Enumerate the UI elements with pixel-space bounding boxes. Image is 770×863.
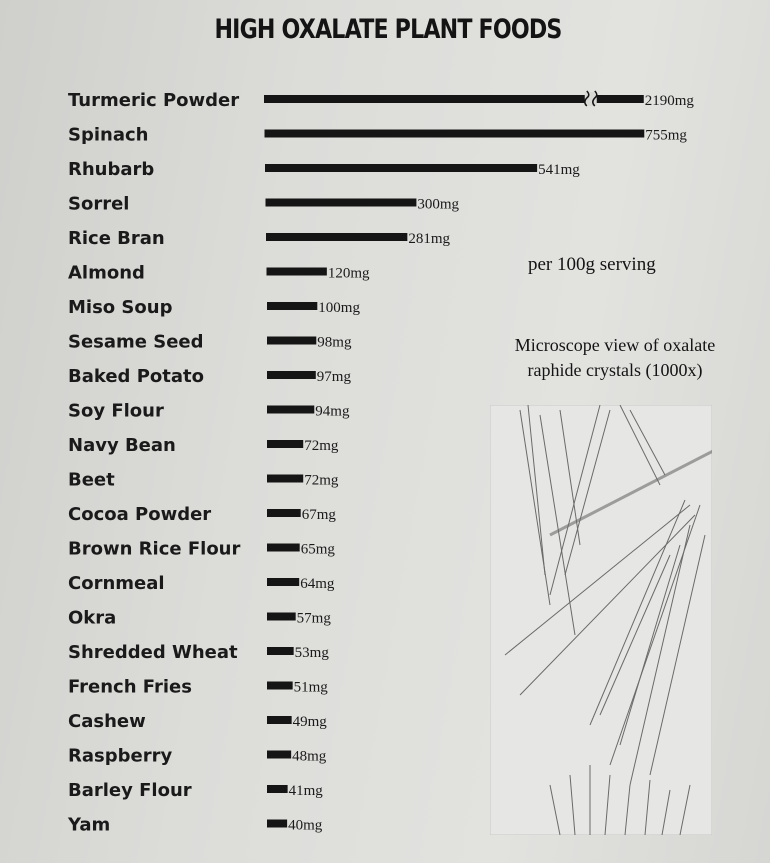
category-label: Turmeric Powder — [68, 90, 239, 111]
category-label: Shredded Wheat — [68, 642, 238, 663]
bar — [267, 509, 301, 517]
category-label: Miso Soup — [68, 297, 173, 318]
bar — [267, 474, 304, 483]
category-label: Okra — [68, 608, 116, 629]
value-label: 48mg — [292, 749, 327, 765]
category-label: Navy Bean — [68, 435, 176, 456]
bar — [267, 750, 292, 759]
bar — [267, 302, 318, 310]
axis-break-icon — [584, 90, 598, 107]
category-label: Spinach — [68, 125, 148, 146]
bar — [266, 267, 327, 276]
bar — [267, 578, 300, 586]
value-label: 300mg — [417, 197, 459, 213]
category-label: Brown Rice Flour — [68, 539, 240, 560]
bar — [264, 95, 644, 103]
category-label: Sorrel — [68, 194, 129, 215]
category-label: Soy Flour — [68, 401, 164, 422]
bar — [267, 336, 317, 345]
value-label: 67mg — [302, 507, 337, 523]
category-label: Almond — [68, 263, 145, 284]
value-label: 40mg — [288, 818, 323, 834]
value-label: 57mg — [297, 611, 332, 627]
value-label: 541mg — [538, 162, 580, 178]
microscope-caption: Microscope view of oxalate raphide cryst… — [514, 335, 716, 380]
bar — [265, 164, 538, 172]
category-label: Cornmeal — [68, 573, 165, 594]
category-label: Yam — [67, 815, 110, 836]
value-label: 94mg — [315, 404, 350, 420]
value-label: 49mg — [293, 714, 328, 730]
value-label: 281mg — [408, 231, 450, 247]
category-label: Cashew — [68, 711, 146, 732]
bar — [267, 543, 300, 552]
value-label: 98mg — [317, 335, 352, 351]
chart-title: HIGH OXALATE PLANT FOODS — [214, 14, 562, 45]
category-label: Cocoa Powder — [68, 504, 211, 525]
bar — [267, 405, 315, 414]
microscope-image — [490, 405, 712, 835]
bar — [267, 785, 288, 793]
bar — [267, 612, 296, 621]
value-label: 51mg — [294, 680, 329, 696]
value-label: 41mg — [289, 783, 324, 799]
category-label: Rhubarb — [68, 159, 154, 180]
bar — [264, 129, 645, 138]
category-label: Barley Flour — [68, 780, 192, 801]
value-label: 72mg — [304, 438, 339, 454]
serving-note: per 100g serving — [528, 254, 656, 275]
value-label: 53mg — [295, 645, 330, 661]
bar — [267, 716, 292, 724]
axis-break — [584, 92, 597, 106]
category-label: Rice Bran — [68, 228, 165, 249]
bar — [267, 440, 304, 448]
value-label: 2190mg — [645, 93, 695, 109]
bar — [265, 198, 417, 207]
value-label: 100mg — [318, 300, 360, 316]
category-label: Sesame Seed — [68, 332, 204, 353]
value-label: 755mg — [645, 128, 687, 144]
value-label: 97mg — [317, 369, 352, 385]
bar — [267, 371, 316, 379]
category-label: French Fries — [68, 677, 192, 698]
bar — [267, 681, 293, 690]
value-label: 64mg — [300, 576, 335, 592]
value-label: 72mg — [304, 473, 339, 489]
bar — [267, 647, 294, 655]
category-label: Beet — [68, 470, 115, 491]
category-label: Baked Potato — [68, 366, 204, 387]
value-label: 120mg — [328, 266, 370, 282]
value-label: 65mg — [301, 542, 336, 558]
bar — [266, 233, 408, 241]
bar — [267, 819, 288, 828]
category-label: Raspberry — [68, 746, 172, 767]
